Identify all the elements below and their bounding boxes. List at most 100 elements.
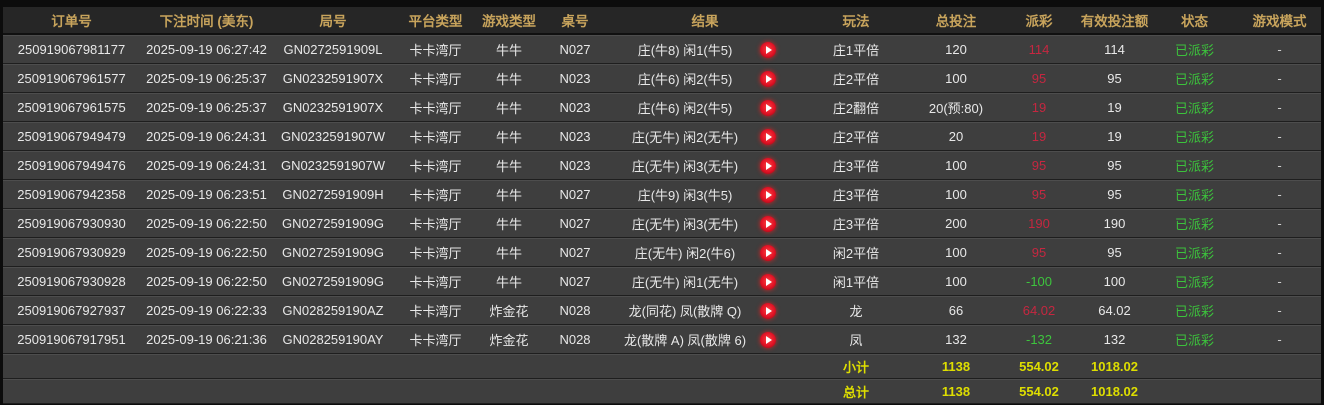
play-type-cell: 闲1平倍	[832, 275, 880, 290]
result-cell: 庄(无牛) 闲2(牛6)	[610, 239, 800, 266]
col-header-bet-time: 下注时间 (美东)	[159, 14, 254, 29]
total-bet-cell: 20(预:80)	[928, 101, 984, 116]
game-type-cell: 牛牛	[495, 43, 522, 58]
result-text: 龙(同花) 凤(散牌 Q)	[628, 304, 742, 319]
col-header-play-type: 玩法	[842, 14, 870, 29]
replay-play-circle-icon[interactable]	[760, 186, 776, 203]
total-label: 总计	[842, 385, 869, 400]
result-cell: 庄(牛9) 闲3(牛5)	[610, 181, 800, 208]
total-bet-cell: 20	[948, 129, 964, 144]
result-cell: 庄(无牛) 闲3(无牛)	[610, 210, 800, 237]
valid-bet-cell: 95	[1107, 158, 1122, 173]
order-cell: 250919067927937	[17, 303, 126, 318]
round-no-cell: GN028259190AY	[282, 332, 384, 347]
round-no-cell: GN0272591909G	[282, 245, 384, 260]
subtotal-label: 小计	[842, 360, 869, 375]
table-no-cell: N023	[559, 71, 591, 86]
game-mode-cell: -	[1277, 303, 1282, 318]
result-cell: 庄(无牛) 闲3(无牛)	[610, 152, 800, 179]
game-mode-cell: -	[1277, 274, 1282, 289]
round-no-cell: GN0232591907X	[282, 71, 384, 86]
game-type-cell: 牛牛	[495, 217, 522, 232]
play-type-cell: 闲2平倍	[832, 246, 880, 261]
valid-bet-cell: 95	[1107, 71, 1122, 86]
result-cell: 庄(无牛) 闲1(无牛)	[610, 268, 800, 295]
table-row: 250919067942358 2025-09-19 06:23:51 GN02…	[3, 180, 1321, 209]
table-no-cell: N027	[559, 42, 591, 57]
replay-play-circle-icon[interactable]	[760, 273, 776, 290]
replay-play-circle-icon[interactable]	[760, 244, 776, 261]
bet-time-cell: 2025-09-19 06:25:37	[146, 71, 267, 86]
replay-play-circle-icon[interactable]	[760, 157, 776, 174]
order-cell: 250919067930928	[17, 274, 126, 289]
game-type-cell: 牛牛	[495, 246, 522, 261]
table-no-cell: N027	[559, 274, 591, 289]
status-badge: 已派彩	[1174, 101, 1214, 116]
replay-play-circle-icon[interactable]	[760, 41, 776, 58]
col-header-platform: 平台类型	[408, 14, 463, 29]
game-mode-cell: -	[1277, 187, 1282, 202]
game-type-cell: 牛牛	[495, 72, 522, 87]
game-mode-cell: -	[1277, 71, 1282, 86]
platform-cell: 卡卡湾厅	[409, 217, 462, 232]
table-no-cell: N028	[559, 303, 591, 318]
result-text: 庄(牛8) 闲1(牛5)	[637, 43, 733, 58]
bet-time-cell: 2025-09-19 06:24:31	[146, 129, 267, 144]
col-header-table-no: 桌号	[561, 14, 589, 29]
platform-cell: 卡卡湾厅	[409, 130, 462, 145]
platform-cell: 卡卡湾厅	[409, 101, 462, 116]
result-text: 龙(散牌 A) 凤(散牌 6)	[623, 333, 747, 348]
bet-time-cell: 2025-09-19 06:27:42	[146, 42, 267, 57]
result-text: 庄(无牛) 闲2(牛6)	[634, 246, 736, 261]
platform-cell: 卡卡湾厅	[409, 72, 462, 87]
bet-time-cell: 2025-09-19 06:23:51	[146, 187, 267, 202]
game-type-cell: 炸金花	[489, 304, 529, 319]
bet-time-cell: 2025-09-19 06:21:36	[146, 332, 267, 347]
table-no-cell: N023	[559, 129, 591, 144]
round-no-cell: GN0272591909G	[282, 274, 384, 289]
table-no-cell: N027	[559, 187, 591, 202]
col-header-total-bet: 总投注	[935, 14, 977, 29]
play-type-cell: 庄3平倍	[832, 159, 880, 174]
order-cell: 250919067961577	[17, 71, 126, 86]
game-mode-cell: -	[1277, 42, 1282, 57]
col-header-game-type: 游戏类型	[482, 14, 536, 29]
replay-play-circle-icon[interactable]	[760, 99, 776, 116]
table-row: 250919067927937 2025-09-19 06:22:33 GN02…	[3, 296, 1321, 325]
result-cell: 庄(无牛) 闲2(无牛)	[610, 123, 800, 150]
play-type-cell: 庄3平倍	[832, 188, 880, 203]
replay-play-circle-icon[interactable]	[760, 302, 776, 319]
payout-cell: 95	[1031, 187, 1047, 202]
game-mode-cell: -	[1277, 216, 1282, 231]
valid-bet-cell: 95	[1107, 245, 1122, 260]
payout-cell: 114	[1028, 42, 1050, 57]
bet-time-cell: 2025-09-19 06:22:50	[146, 245, 267, 260]
game-mode-cell: -	[1277, 158, 1282, 173]
status-badge: 已派彩	[1174, 275, 1214, 290]
status-badge: 已派彩	[1174, 159, 1214, 174]
replay-play-circle-icon[interactable]	[760, 215, 776, 232]
status-badge: 已派彩	[1174, 43, 1214, 58]
subtotal-row: 小计 1138 554.02 1018.02	[3, 354, 1321, 379]
round-no-cell: GN0232591907X	[282, 100, 384, 115]
replay-play-circle-icon[interactable]	[760, 331, 776, 348]
total-bet-cell: 66	[948, 303, 964, 318]
table-row: 250919067949479 2025-09-19 06:24:31 GN02…	[3, 122, 1321, 151]
order-cell: 250919067949479	[17, 129, 126, 144]
round-no-cell: GN028259190AZ	[282, 303, 384, 318]
result-cell: 庄(牛6) 闲2(牛5)	[610, 65, 800, 92]
table-no-cell: N028	[559, 332, 591, 347]
table-row: 250919067930928 2025-09-19 06:22:50 GN02…	[3, 267, 1321, 296]
order-cell: 250919067942358	[17, 187, 126, 202]
result-text: 庄(牛6) 闲2(牛5)	[637, 101, 733, 116]
col-header-valid-bet: 有效投注额	[1080, 14, 1149, 29]
valid-bet-cell: 114	[1104, 42, 1125, 57]
col-header-payout: 派彩	[1025, 14, 1053, 29]
table-no-cell: N023	[559, 100, 591, 115]
subtotal-valid-bet: 1018.02	[1091, 359, 1138, 374]
replay-play-circle-icon[interactable]	[760, 70, 776, 87]
total-bet-cell: 100	[945, 245, 967, 260]
result-cell: 龙(同花) 凤(散牌 Q)	[610, 297, 800, 324]
result-text: 庄(无牛) 闲2(无牛)	[631, 130, 739, 145]
replay-play-circle-icon[interactable]	[760, 128, 776, 145]
